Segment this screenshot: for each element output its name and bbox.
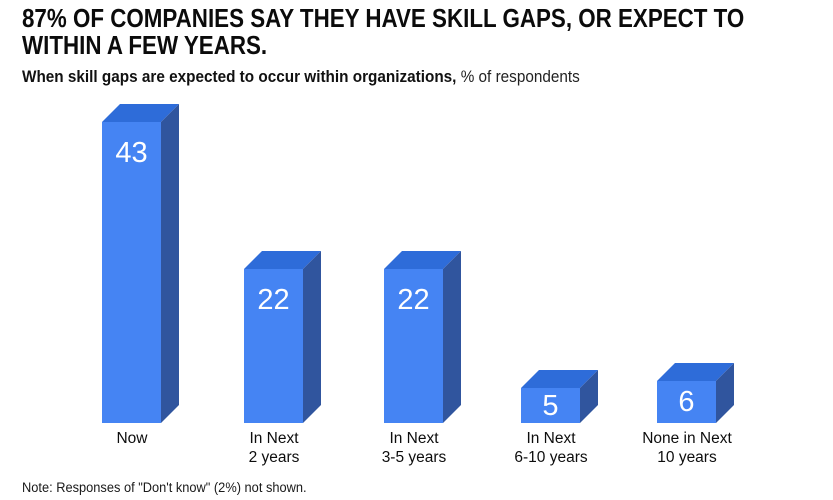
bar-top-face bbox=[521, 370, 598, 388]
footnote: Note: Responses of "Don't know" (2%) not… bbox=[22, 480, 307, 495]
bar-top-face bbox=[244, 251, 321, 269]
category-label-in-next-3-5-years: In Next 3-5 years bbox=[381, 430, 447, 466]
bar-value-label: 43 bbox=[115, 137, 148, 169]
category-label-in-next-6-10-years: In Next 6-10 years bbox=[514, 430, 588, 466]
category-label-none-in-next-10-years: None in Next 10 years bbox=[642, 430, 732, 466]
bar-side-face bbox=[716, 363, 734, 423]
category-label-in-next-2-years: In Next 2 years bbox=[248, 430, 300, 466]
bar-value-label: 5 bbox=[542, 390, 559, 422]
bar-value-label: 22 bbox=[257, 284, 290, 316]
bar-side-face bbox=[303, 251, 321, 423]
category-label-now: Now bbox=[116, 430, 148, 447]
bar-now: 43 bbox=[102, 104, 179, 423]
bar-side-face bbox=[161, 104, 179, 423]
bar-front-face bbox=[657, 381, 716, 423]
bar-front-face bbox=[102, 122, 161, 423]
bar-side-face bbox=[443, 251, 461, 423]
bar-in-next-3-5-years: 22 bbox=[384, 251, 461, 423]
bar-value-label: 6 bbox=[678, 386, 695, 418]
chart-title-line2: WITHIN A FEW YEARS. bbox=[22, 30, 268, 60]
chart-title: 87% OF COMPANIES SAY THEY HAVE SKILL GAP… bbox=[22, 5, 744, 59]
bar-top-face bbox=[384, 251, 461, 269]
bar-front-face bbox=[521, 388, 580, 423]
chart-subtitle: When skill gaps are expected to occur wi… bbox=[22, 67, 580, 87]
bar-top-face bbox=[657, 363, 734, 381]
bar-top-face bbox=[102, 104, 179, 122]
bar-in-next-2-years: 22 bbox=[244, 251, 321, 423]
bar-front-face bbox=[384, 269, 443, 423]
chart-subtitle-unit: % of respondents bbox=[456, 67, 580, 86]
chart-title-line1: 87% OF COMPANIES SAY THEY HAVE SKILL GAP… bbox=[22, 3, 745, 33]
bar-front-face bbox=[244, 269, 303, 423]
bar-in-next-6-10-years: 5 bbox=[521, 370, 598, 423]
chart-subtitle-label: When skill gaps are expected to occur wi… bbox=[22, 67, 457, 86]
bar-value-label: 22 bbox=[397, 284, 430, 316]
bar-none-in-next-10-years: 6 bbox=[657, 363, 734, 423]
